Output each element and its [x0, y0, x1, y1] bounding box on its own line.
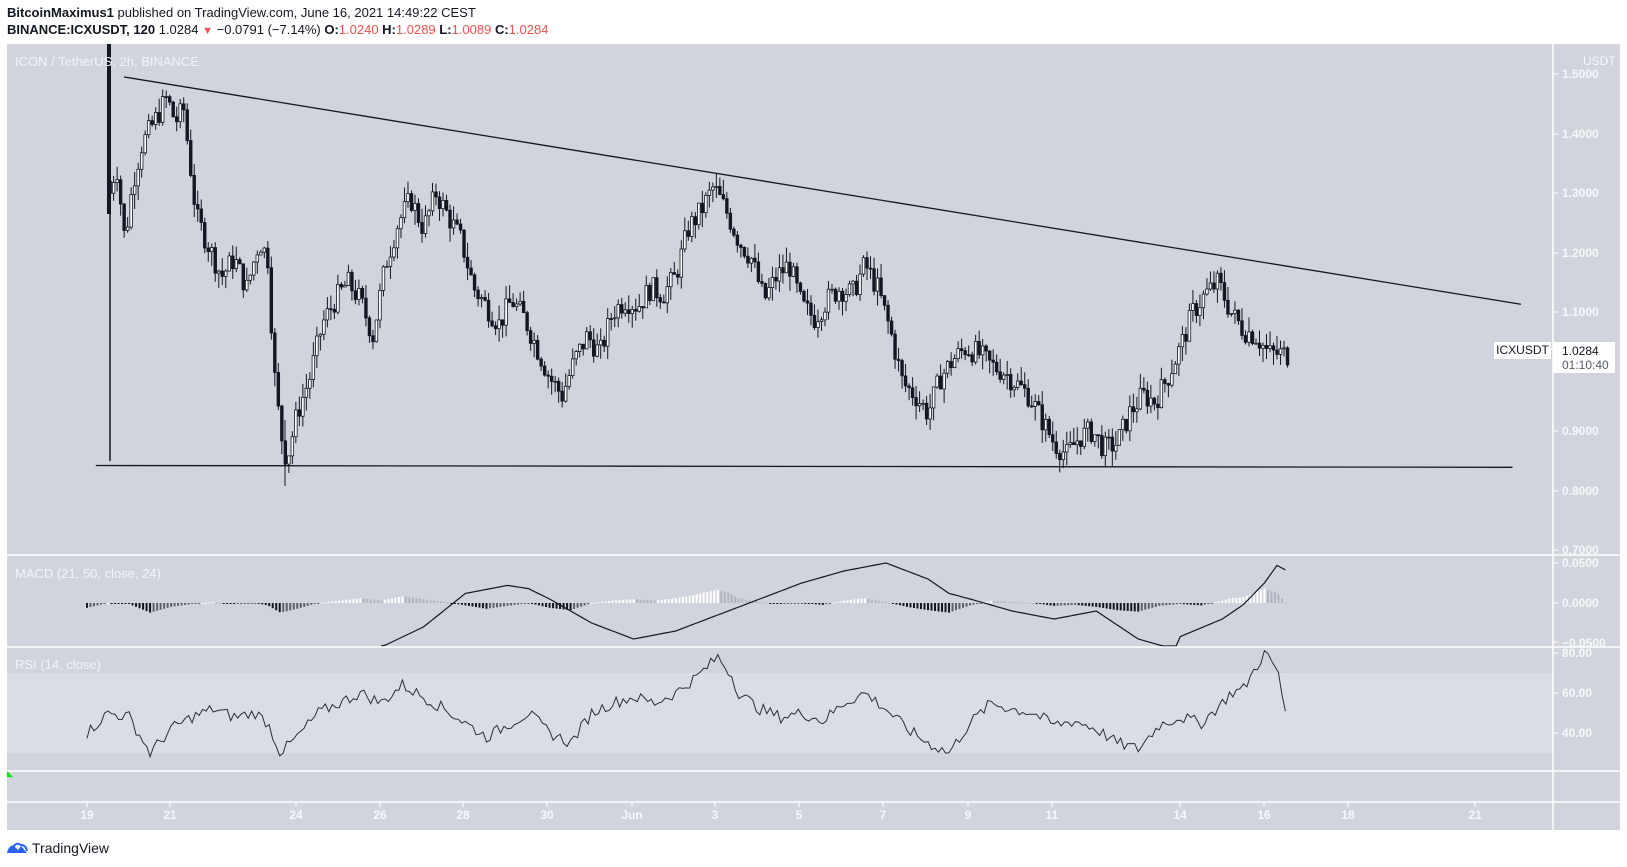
time-tick: 11	[1045, 808, 1059, 822]
price-tick[interactable]: 1.1000	[1562, 305, 1599, 319]
price-change: −0.0791 (−7.14%)	[216, 22, 321, 37]
price-tick[interactable]: 1.4000	[1562, 127, 1599, 141]
price-tick[interactable]: 0.8000	[1562, 484, 1599, 498]
close-label: C:	[494, 22, 509, 37]
high-label: H:	[382, 22, 396, 37]
price-tick[interactable]: 1.3000	[1562, 186, 1599, 200]
macd-pane-title: MACD (21, 50, close, 24)	[15, 566, 161, 581]
price-tick[interactable]: 1.2000	[1562, 246, 1599, 260]
time-tick: 19	[80, 808, 94, 822]
trendline[interactable]	[123, 76, 1522, 305]
main-pane-title: ICON / TetherUS, 2h, BINANCE	[15, 54, 199, 69]
low-label: L:	[439, 22, 452, 37]
macd-histogram	[86, 588, 1287, 613]
time-tick: 9	[964, 808, 972, 822]
price-candles	[107, 44, 1290, 486]
currency-label: USDT	[1583, 54, 1616, 68]
price-tick[interactable]: 1.5000	[1562, 67, 1599, 81]
open-value: 1.0240	[338, 22, 379, 37]
brand-name: TradingView	[32, 840, 110, 856]
time-tick: 7	[879, 808, 887, 822]
trendline[interactable]	[95, 464, 1513, 468]
high-value: 1.0289	[395, 22, 436, 37]
symbol-tag: ICXUSDT	[1494, 342, 1551, 359]
price-tick[interactable]: 0.9000	[1562, 424, 1599, 438]
macd-line	[381, 562, 1286, 647]
down-arrow-icon: ▼	[202, 25, 213, 37]
time-tick: 16	[1257, 808, 1271, 822]
price-axis-ticks	[1548, 73, 1558, 734]
last-price: 1.0284	[158, 22, 199, 37]
time-tick: 24	[289, 808, 303, 822]
trendlines[interactable]	[95, 76, 1522, 468]
time-tick: Jun	[621, 808, 643, 822]
macd-tick[interactable]: 0.0000	[1562, 596, 1599, 610]
time-tick: 30	[540, 808, 554, 822]
time-tick: 18	[1341, 808, 1355, 822]
low-value: 1.0089	[451, 22, 492, 37]
symbol-ohlc-line: BINANCE:ICXUSDT, 120 1.0284 ▼ −0.0791 (−…	[7, 22, 548, 37]
author-name[interactable]: BitcoinMaximus1	[7, 5, 114, 20]
green-marker-icon	[7, 771, 13, 777]
macd-tick[interactable]: −0.0500	[1562, 636, 1606, 650]
price-tick[interactable]: 0.7000	[1562, 543, 1599, 557]
current-price: 1.0284	[1562, 344, 1599, 358]
current-price-tag: 1.0284 01:10:40	[1553, 342, 1615, 373]
rsi-tick[interactable]: 60.00	[1562, 686, 1593, 700]
tradingview-cloud-icon	[7, 842, 28, 854]
rsi-pane-title: RSI (14, close)	[15, 657, 101, 672]
time-tick: 26	[373, 808, 387, 822]
rsi-band	[7, 673, 1553, 753]
publish-info: BitcoinMaximus1 published on TradingView…	[7, 5, 476, 20]
time-tick: 21	[163, 808, 177, 822]
rsi-tick[interactable]: 80.00	[1562, 646, 1593, 660]
tradingview-logo[interactable]: TradingView	[6, 840, 109, 856]
time-tick: 14	[1173, 808, 1187, 822]
publish-text: published on TradingView.com, June 16, 2…	[117, 5, 476, 20]
bar-countdown: 01:10:40	[1562, 358, 1609, 372]
symbol-interval: BINANCE:ICXUSDT, 120	[7, 22, 156, 37]
time-tick: 21	[1468, 808, 1482, 822]
macd-tick[interactable]: 0.0500	[1562, 556, 1599, 570]
rsi-line	[86, 649, 1286, 759]
time-axis-ticks	[86, 802, 1476, 807]
time-tick: 5	[795, 808, 803, 822]
rsi-tick[interactable]: 40.00	[1562, 726, 1593, 740]
open-label: O:	[324, 22, 339, 37]
time-tick: 28	[456, 808, 470, 822]
time-tick: 3	[711, 808, 719, 822]
close-value: 1.0284	[508, 22, 549, 37]
